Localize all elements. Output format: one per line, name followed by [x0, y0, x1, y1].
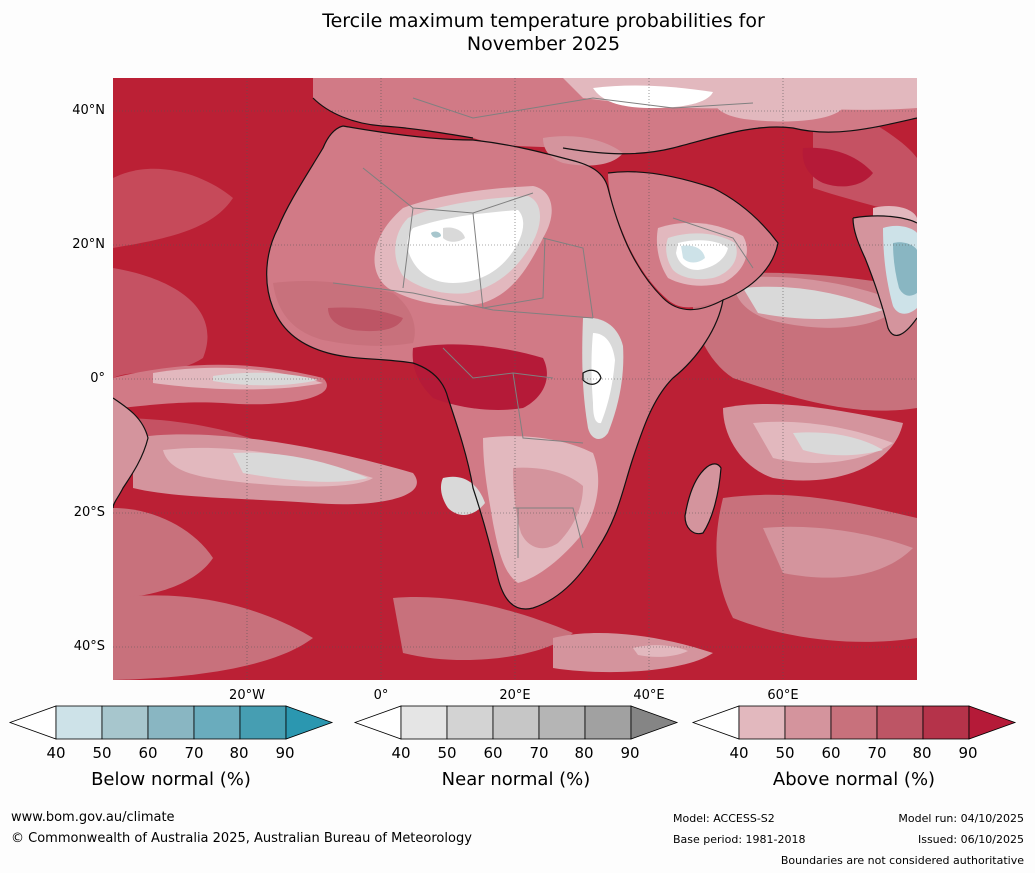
- footer-website: www.bom.gov.au/climate: [11, 810, 175, 825]
- colorbar-above-tick: 80: [912, 744, 932, 762]
- colorbar-below-tick: 50: [92, 744, 112, 762]
- lat-label-40s: 40°S: [73, 639, 105, 654]
- colorbar-swatch: [55, 705, 103, 740]
- colorbar-extend-low: [353, 705, 402, 740]
- colorbar-extend-low: [8, 705, 57, 740]
- colorbar-near-tick: 80: [574, 744, 594, 762]
- colorbar-swatch: [400, 705, 448, 740]
- colorbar-near-tick: 40: [391, 744, 411, 762]
- colorbar-above-swatches: [691, 705, 1017, 740]
- colorbar-extend-high: [630, 705, 679, 740]
- lon-label-0: 0°: [373, 688, 389, 703]
- colorbar-swatch: [784, 705, 832, 740]
- colorbar-swatch: [101, 705, 149, 740]
- lon-label-20w: 20°W: [229, 688, 265, 703]
- colorbar-swatch: [876, 705, 924, 740]
- country-borders: [332, 97, 754, 558]
- colorbar-swatch: [922, 705, 970, 740]
- colorbar-extend-high: [285, 705, 334, 740]
- colorbar-above-tick: 60: [821, 744, 841, 762]
- lon-label-60e: 60°E: [767, 688, 799, 703]
- colorbar-below-title: Below normal (%): [91, 769, 251, 790]
- colorbar-swatch: [738, 705, 786, 740]
- lat-label-20s: 20°S: [73, 505, 105, 520]
- colorbar-near-tick: 60: [483, 744, 503, 762]
- footer-copyright: © Commonwealth of Australia 2025, Austra…: [11, 831, 472, 846]
- colorbar-swatch: [239, 705, 287, 740]
- lon-label-40e: 40°E: [633, 688, 665, 703]
- map-canvas: [113, 78, 917, 680]
- colorbar-below-tick: 90: [275, 744, 295, 762]
- chart-title: Tercile maximum temperature probabilitie…: [0, 10, 1035, 56]
- colorbar-below-tick: 80: [229, 744, 249, 762]
- lat-label-0: 0°: [90, 371, 105, 386]
- colorbar-above-normal: 40 50 60 70 80 90 Above normal (%): [691, 704, 1017, 794]
- colorbar-swatch: [830, 705, 878, 740]
- colorbar-swatch: [584, 705, 632, 740]
- lon-label-20e: 20°E: [499, 688, 531, 703]
- colorbar-above-tick: 50: [775, 744, 795, 762]
- lat-label-20n: 20°N: [72, 237, 105, 252]
- colorbar-near-tick: 50: [437, 744, 457, 762]
- colorbar-below-tick: 60: [138, 744, 158, 762]
- colorbar-above-tick: 40: [729, 744, 749, 762]
- forecast-map: [113, 78, 917, 680]
- colorbar-below-tick: 40: [46, 744, 66, 762]
- probability-patches: [113, 98, 917, 680]
- footer-issued: Issued: 06/10/2025: [917, 833, 1024, 846]
- title-line-1: Tercile maximum temperature probabilitie…: [322, 10, 765, 32]
- colorbar-swatch: [492, 705, 540, 740]
- colorbar-swatch: [446, 705, 494, 740]
- colorbar-below-tick: 70: [184, 744, 204, 762]
- coastlines: [113, 97, 917, 610]
- colorbar-near-tick: 90: [620, 744, 640, 762]
- colorbar-swatch: [193, 705, 241, 740]
- colorbar-near-swatches: [353, 705, 679, 740]
- title-line-2: November 2025: [466, 33, 621, 55]
- footer-model-run: Model run: 04/10/2025: [898, 812, 1024, 825]
- colorbar-below-swatches: [8, 705, 334, 740]
- colorbar-near-normal: 40 50 60 70 80 90 Near normal (%): [353, 704, 679, 794]
- footer-disclaimer: Boundaries are not considered authoritat…: [780, 854, 1024, 867]
- colorbar-swatch: [147, 705, 195, 740]
- lat-label-40n: 40°N: [72, 103, 105, 118]
- footer-model: Model: ACCESS-S2: [673, 812, 775, 825]
- colorbar-above-tick: 90: [958, 744, 978, 762]
- colorbar-swatch: [538, 705, 586, 740]
- colorbar-below-normal: 40 50 60 70 80 90 Below normal (%): [8, 704, 334, 794]
- colorbar-extend-low: [691, 705, 740, 740]
- colorbar-near-title: Near normal (%): [441, 769, 591, 790]
- colorbar-above-title: Above normal (%): [772, 769, 936, 790]
- colorbar-extend-high: [968, 705, 1017, 740]
- colorbar-near-tick: 70: [529, 744, 549, 762]
- footer-base-period: Base period: 1981-2018: [673, 833, 806, 846]
- colorbar-above-tick: 70: [867, 744, 887, 762]
